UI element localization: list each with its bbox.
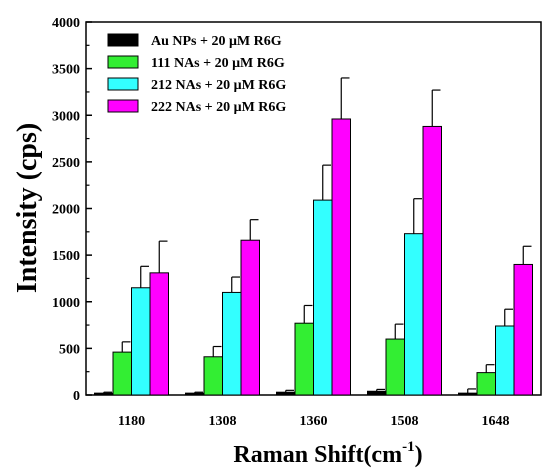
y-tick-label: 2500 — [52, 156, 80, 171]
x-tick-label: 1180 — [118, 414, 145, 429]
bar — [476, 372, 496, 396]
bar — [276, 391, 296, 396]
y-tick-label: 0 — [73, 389, 80, 404]
legend-label: Au NPs + 20 μM R6G — [151, 34, 282, 49]
legend-swatch — [107, 55, 139, 69]
y-axis-title: Intensity (cps) — [12, 123, 43, 293]
y-tick-label: 3000 — [52, 109, 80, 124]
bars-layer — [94, 77, 533, 396]
bar — [385, 338, 405, 396]
axes-layer: 0 500 1000 1500 2000 2500 3000 3500 4000 1180 1308… — [52, 16, 542, 429]
legend-swatch — [107, 33, 139, 47]
bar — [294, 322, 314, 396]
y-tick-label: 3500 — [52, 63, 80, 78]
bar — [458, 392, 478, 396]
legend-label: 212 NAs + 20 μM R6G — [151, 78, 286, 93]
bar — [422, 125, 442, 396]
y-tick-label: 1000 — [52, 296, 80, 311]
bar — [203, 356, 223, 396]
bar — [404, 233, 424, 396]
legend: Au NPs + 20 μM R6G 111 NAs + 20 μM R6G 212… — [107, 33, 286, 115]
bar — [495, 325, 515, 396]
x-tick-label: 1360 — [300, 414, 328, 429]
x-axis-title-superscript: -1 — [402, 439, 415, 455]
x-tick-label: 1508 — [391, 414, 419, 429]
y-tick-label: 2000 — [52, 203, 80, 218]
legend-swatch — [107, 77, 139, 91]
x-tick-label: 1648 — [482, 414, 510, 429]
x-axis-title: Raman Shift(cm-1) — [233, 439, 422, 468]
x-tick-label: 1308 — [209, 414, 237, 429]
bar — [513, 263, 533, 396]
legend-swatch — [107, 99, 139, 113]
y-tick-label: 500 — [59, 342, 80, 357]
y-tick-label: 1500 — [52, 249, 80, 264]
bar — [112, 351, 132, 396]
bar — [313, 199, 333, 396]
bar — [94, 392, 114, 396]
bar — [222, 291, 242, 396]
x-axis-title-text: Raman Shift(cm — [233, 442, 402, 468]
bar — [149, 272, 169, 396]
bar — [240, 239, 260, 396]
legend-label: 111 NAs + 20 μM R6G — [151, 56, 285, 71]
bar — [131, 287, 151, 396]
bar — [185, 392, 205, 396]
x-axis-title-close: ) — [415, 442, 423, 468]
bar — [331, 118, 351, 396]
y-tick-label: 4000 — [52, 16, 80, 31]
legend-label: 222 NAs + 20 μM R6G — [151, 100, 286, 115]
bar — [367, 390, 387, 396]
